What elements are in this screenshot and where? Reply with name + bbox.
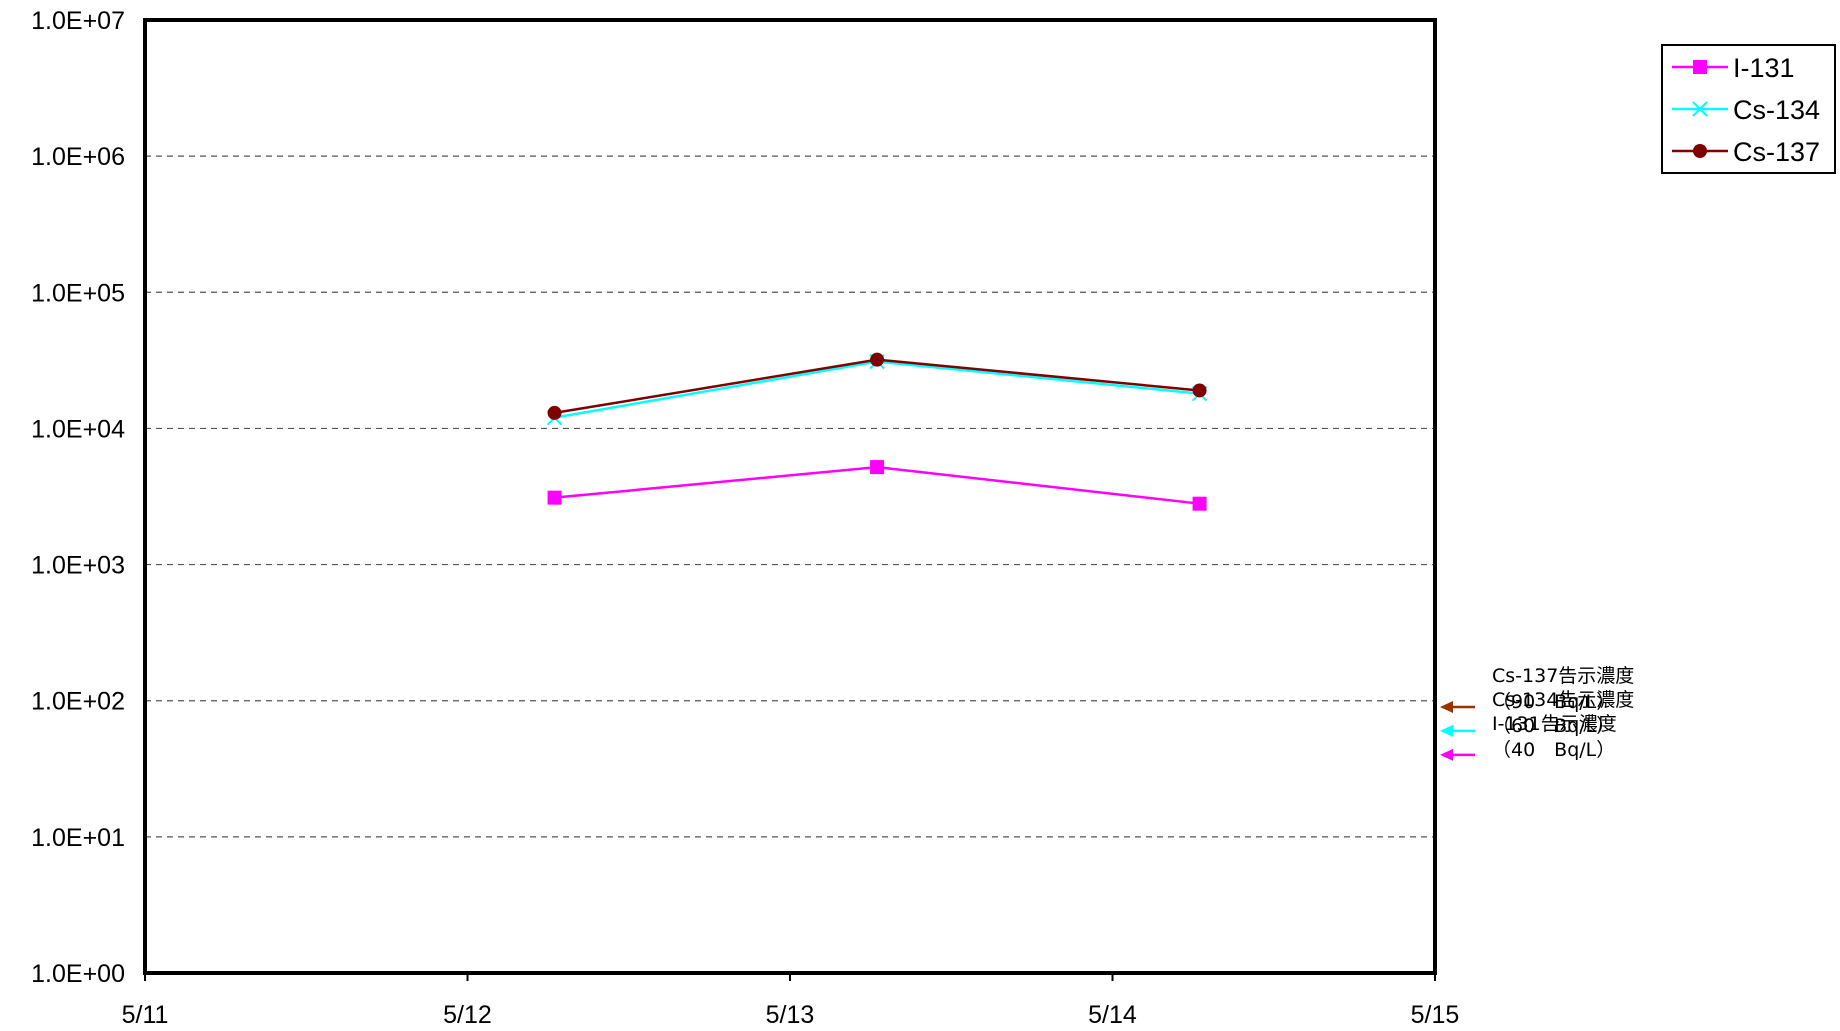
y-tick-label: 1.0E+03: [31, 552, 125, 580]
legend-label: Cs-137: [1733, 137, 1820, 167]
data-point: [1192, 496, 1207, 511]
data-point: [870, 352, 885, 367]
gridlines: [145, 155, 1435, 838]
alert-value: （40 Bq/L）: [1492, 739, 1615, 761]
series-lines: [546, 352, 1208, 511]
y-tick-label: 1.0E+01: [31, 824, 125, 852]
legend-item-cs-137: Cs-137: [1672, 137, 1820, 167]
y-tick-label: 1.0E+02: [31, 688, 125, 716]
alert-label: I-131告示濃度: [1492, 713, 1617, 735]
annotation-cs-137: Cs-137告示濃度 （90 Bq/L）: [1440, 665, 1634, 713]
annotation-cs-134: Cs-134告示濃度 （60 Bq/L）: [1440, 689, 1634, 737]
y-tick-label: 1.0E+07: [31, 7, 125, 35]
x-tick-label: 5/14: [1088, 1001, 1137, 1029]
data-point: [547, 405, 562, 420]
y-axis-ticks: 1.0E+00 1.0E+01 1.0E+02 1.0E+03 1.0E+04 1.0E+…: [31, 7, 125, 988]
y-tick-label: 1.0E+05: [31, 279, 125, 307]
arrow-head: [1440, 724, 1453, 737]
alert-label: Cs-137告示濃度: [1492, 665, 1634, 687]
y-tick-label: 1.0E+00: [31, 960, 125, 988]
alert-concentration-annotations: Cs-137告示濃度 （90 Bq/L）Cs-134告示濃度 （60 Bq/L）I-…: [1440, 665, 1634, 761]
series-cs-137: [547, 352, 1207, 420]
alert-value: （90 Bq/L）: [1492, 691, 1615, 713]
x-tick-label: 5/15: [1411, 1001, 1460, 1029]
series-i-131: [547, 460, 1207, 511]
arrow-head: [1440, 700, 1453, 713]
legend-label: I-131: [1733, 53, 1795, 83]
series-line: [554, 358, 1200, 415]
x-tick-label: 5/12: [443, 1001, 492, 1029]
series-line: [554, 360, 1200, 419]
data-point: [547, 490, 562, 505]
annotation-i-131: I-131告示濃度 （40 Bq/L）: [1440, 713, 1617, 761]
legend: I-131 Cs-134 Cs-137: [1661, 44, 1836, 174]
y-tick-label: 1.0E+06: [31, 143, 125, 171]
legend-item-cs-134: Cs-134: [1672, 95, 1820, 125]
x-tick-label: 5/13: [766, 1001, 815, 1029]
arrow-head: [1440, 748, 1453, 761]
alert-value: （60 Bq/L）: [1492, 715, 1615, 737]
marker-stroke: [1692, 101, 1708, 117]
x-axis-ticks: 5/11 5/12 5/13 5/14 5/15: [122, 973, 1460, 1029]
data-point: [1693, 60, 1707, 74]
x-tick-label: 5/11: [122, 1001, 169, 1029]
y-tick-label: 1.0E+04: [31, 415, 125, 443]
data-point: [1693, 144, 1707, 158]
legend-item-i-131: I-131: [1672, 53, 1795, 83]
data-point: [870, 460, 885, 475]
plot-area-frame: [143, 18, 1437, 975]
data-point: [1692, 101, 1708, 117]
alert-label: Cs-134告示濃度: [1492, 689, 1634, 711]
data-point: [1192, 383, 1207, 398]
legend-label: Cs-134: [1733, 95, 1820, 125]
